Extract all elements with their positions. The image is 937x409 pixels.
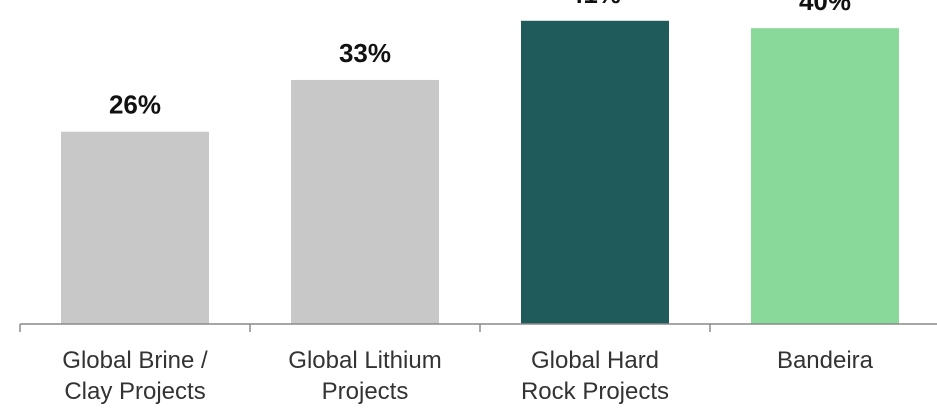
category-tick-label: Global Hard Rock Projects <box>521 347 669 405</box>
category-tick-label-line: Global Lithium <box>288 347 441 374</box>
category-tick-label-line: Projects <box>322 378 409 405</box>
category-tick-label-line: Clay Projects <box>64 378 205 405</box>
category-tick-label: Global Brine / Clay Projects <box>62 347 208 405</box>
category-tick-label-line: Bandeira <box>777 347 874 374</box>
x-axis <box>19 323 937 332</box>
bar <box>751 28 899 325</box>
data-label: 33% <box>339 38 391 68</box>
bar <box>61 131 209 324</box>
bar <box>521 20 669 324</box>
category-tick-label-line: Rock Projects <box>521 378 669 405</box>
value-labels-group: 26% 33% 41% 40% <box>109 0 851 120</box>
bars-group <box>61 20 899 325</box>
data-label: 41% <box>569 0 621 9</box>
category-tick-label-line: Global Hard <box>531 347 659 374</box>
category-tick-label-line: Global Brine / <box>62 347 208 374</box>
category-tick-label: Bandeira <box>777 347 874 374</box>
data-label: 40% <box>799 0 851 16</box>
bar <box>291 79 439 324</box>
category-tick-label: Global Lithium Projects <box>288 347 441 405</box>
category-labels-group: Global Brine / Clay Projects Global Lithiu… <box>62 347 873 405</box>
data-label: 26% <box>109 90 161 120</box>
